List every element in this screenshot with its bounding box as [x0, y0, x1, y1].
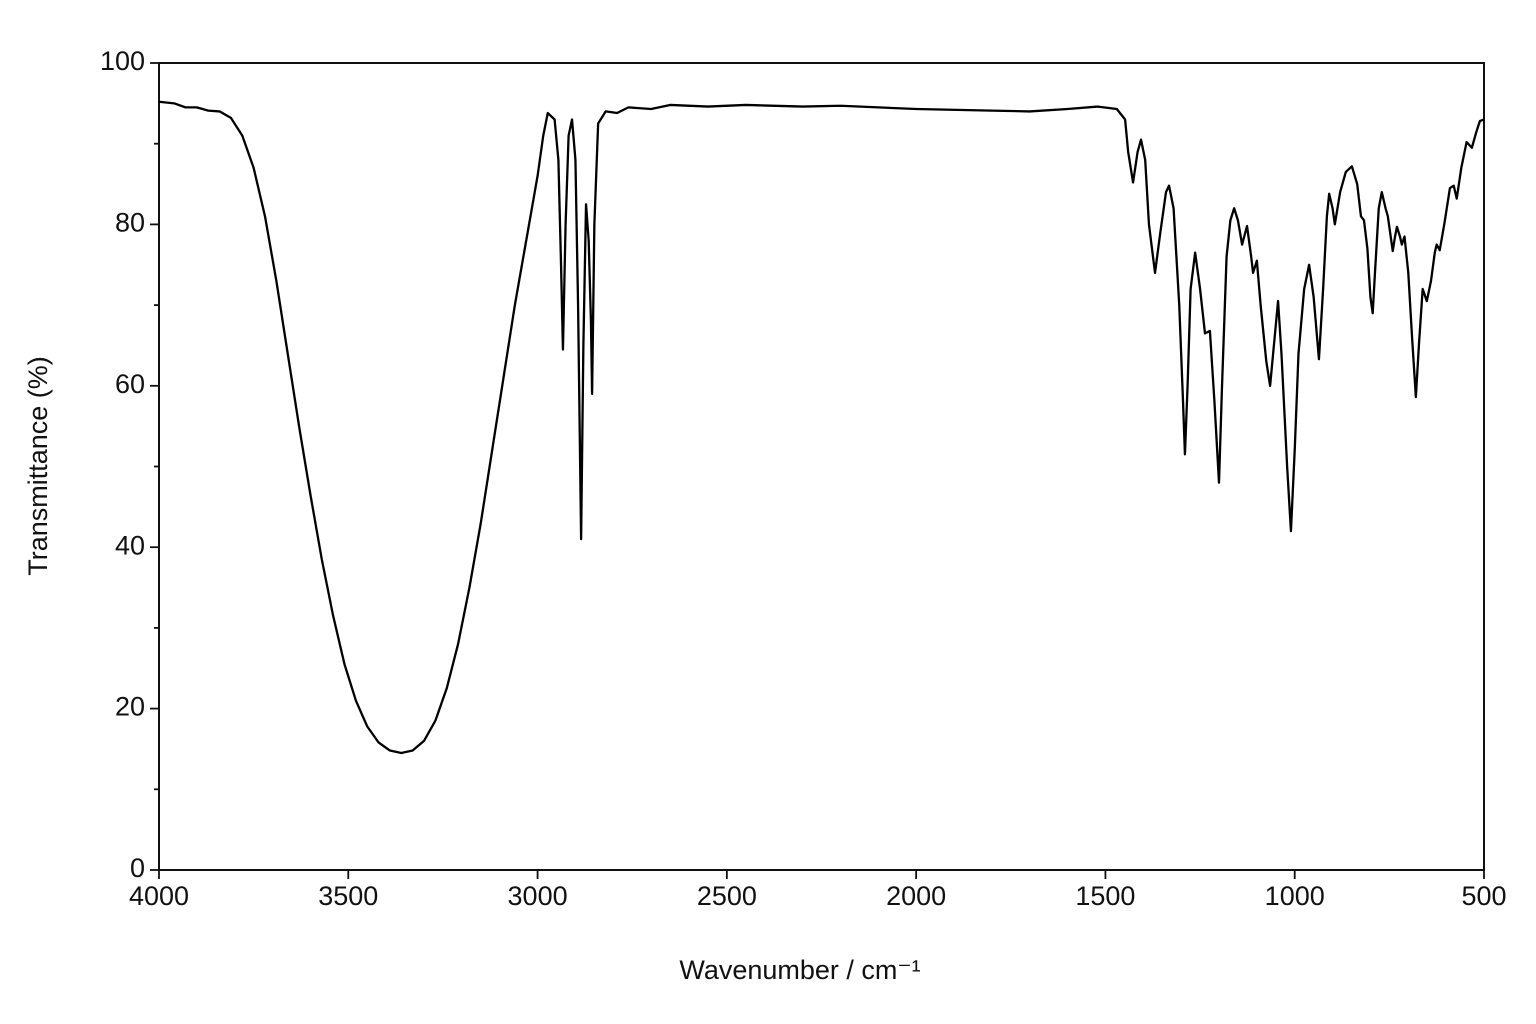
x-tick-label: 1500 — [1075, 881, 1135, 911]
y-tick-label: 40 — [115, 530, 145, 560]
y-tick-label: 20 — [115, 692, 145, 722]
x-tick-label: 2500 — [697, 881, 757, 911]
y-tick-label: 100 — [100, 46, 145, 76]
plot-frame — [158, 62, 1485, 871]
y-tick-label: 60 — [115, 369, 145, 399]
x-tick-label: 500 — [1461, 881, 1506, 911]
x-axis-label: Wavenumber / cm⁻¹ — [679, 955, 920, 985]
x-tick-label: 3500 — [318, 881, 378, 911]
y-tick-label: 0 — [130, 853, 145, 883]
x-tick-label: 2000 — [886, 881, 946, 911]
y-tick-label: 80 — [115, 208, 145, 238]
x-tick-label: 3000 — [508, 881, 568, 911]
x-tick-label: 4000 — [129, 881, 189, 911]
x-tick-label: 1000 — [1265, 881, 1325, 911]
y-axis-label: Transmittance (%) — [23, 356, 53, 576]
spectrum-line — [158, 100, 1485, 755]
